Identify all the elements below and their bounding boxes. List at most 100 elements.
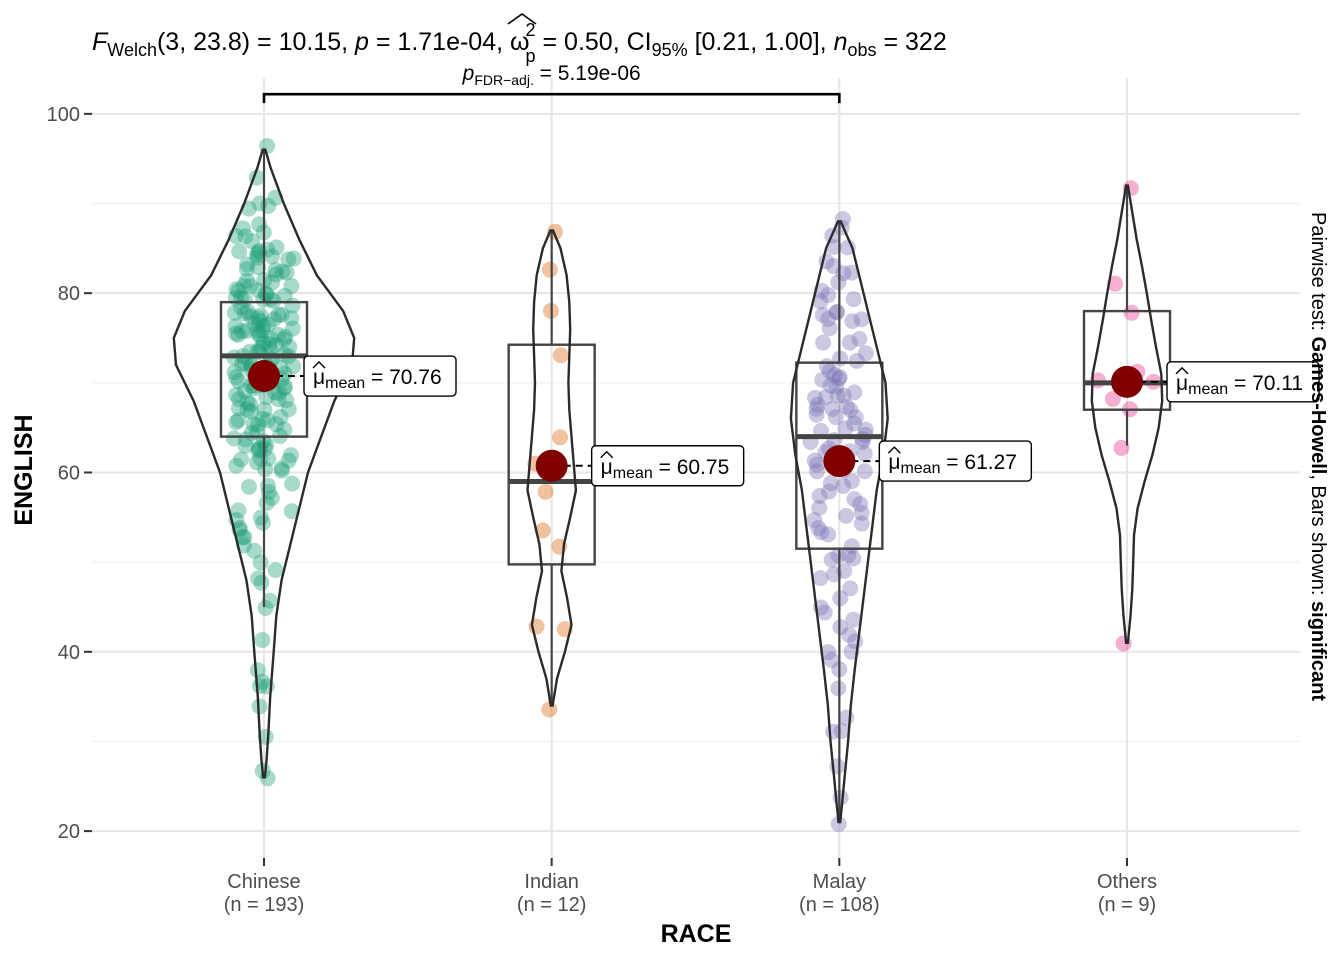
- data-point: [278, 392, 295, 409]
- y-tick-label: 40: [58, 642, 80, 664]
- data-point: [830, 370, 847, 387]
- x-tick-label-chinese: Chinese: [227, 871, 300, 893]
- data-point: [1107, 275, 1124, 292]
- x-axis: Chinese(n = 193)Indian(n = 12)Malay(n = …: [224, 858, 1157, 916]
- data-point: [239, 272, 256, 289]
- data-point: [234, 220, 251, 237]
- data-point: [277, 328, 294, 345]
- data-point: [249, 249, 266, 266]
- x-axis-title: RACE: [661, 920, 732, 948]
- data-point: [237, 228, 254, 245]
- data-point: [838, 398, 855, 415]
- data-point: [260, 197, 277, 214]
- data-point: [267, 262, 284, 279]
- mean-point: [823, 445, 856, 478]
- data-point: [258, 285, 275, 302]
- data-point: [270, 391, 287, 408]
- data-point: [813, 524, 830, 541]
- x-tick-label-others: Others: [1097, 871, 1157, 893]
- mean-label-box: [303, 355, 457, 397]
- data-point: [810, 520, 827, 537]
- data-point: [821, 363, 838, 380]
- violin-outline: [789, 220, 889, 824]
- data-point: [856, 445, 873, 462]
- data-point: [821, 483, 838, 500]
- data-point: [283, 310, 300, 327]
- mean-hat: [312, 361, 326, 369]
- groups-layer: μmean = 70.76 μmean = 60.75 μmean = 61.27 μ…: [172, 137, 1320, 833]
- data-point: [821, 320, 838, 337]
- data-point: [808, 400, 825, 417]
- mean-hat: [887, 446, 901, 454]
- data-point: [276, 365, 293, 382]
- data-point: [278, 264, 295, 281]
- mean-label: μmean = 70.76: [313, 366, 442, 392]
- data-point: [806, 452, 823, 469]
- data-point: [257, 461, 274, 478]
- data-point: [806, 512, 823, 529]
- data-point: [261, 592, 278, 609]
- data-point: [846, 415, 863, 432]
- data-point: [239, 394, 256, 411]
- data-point: [236, 529, 253, 546]
- data-point: [830, 816, 847, 833]
- data-point: [250, 310, 267, 327]
- data-point: [842, 401, 859, 418]
- data-point: [226, 364, 243, 381]
- data-point: [252, 307, 269, 324]
- data-point: [258, 495, 275, 512]
- data-point: [274, 263, 291, 280]
- data-point: [252, 554, 269, 571]
- data-point: [252, 328, 269, 345]
- data-point: [851, 330, 868, 347]
- data-point: [270, 306, 287, 323]
- omega-hat: [507, 13, 537, 25]
- x-tick-count-indian: (n = 12): [517, 894, 586, 916]
- data-point: [257, 728, 274, 745]
- data-point: [815, 334, 832, 351]
- y-tick-label: 80: [58, 283, 80, 305]
- data-point: [258, 436, 275, 453]
- data-point: [228, 386, 245, 403]
- data-point: [285, 358, 302, 375]
- data-point: [276, 421, 293, 438]
- data-point: [268, 336, 285, 353]
- data-point: [814, 307, 831, 324]
- data-point: [227, 325, 244, 342]
- comparison-bracket: pFDR−adj. = 5.19e-06: [262, 62, 841, 104]
- y-tick-label: 20: [58, 821, 80, 843]
- data-point: [835, 387, 852, 404]
- group-indian: μmean = 60.75: [507, 223, 745, 718]
- data-point: [236, 383, 253, 400]
- data-point: [283, 503, 300, 520]
- data-point: [280, 452, 297, 469]
- data-point: [259, 412, 276, 429]
- data-point: [273, 462, 290, 479]
- mean-point: [535, 449, 568, 482]
- data-point: [262, 330, 279, 347]
- data-point: [227, 318, 244, 335]
- data-point: [808, 456, 825, 473]
- mean-label: μmean = 61.27: [888, 451, 1017, 477]
- mean-point: [248, 360, 280, 393]
- data-point: [230, 502, 247, 519]
- data-point: [808, 406, 825, 423]
- data-point: [823, 651, 840, 668]
- mean-label: μmean = 70.11: [1176, 372, 1303, 398]
- y-tick-label: 100: [47, 104, 80, 126]
- data-point: [261, 336, 278, 353]
- data-point: [230, 373, 247, 390]
- data-point: [276, 380, 293, 397]
- y-axis: 20 40 60 80 100: [47, 104, 92, 843]
- data-point: [243, 308, 260, 325]
- data-point: [820, 287, 837, 304]
- data-point: [239, 401, 256, 418]
- data-point: [822, 475, 839, 492]
- y-tick-label: 60: [58, 462, 80, 484]
- data-point: [809, 463, 826, 480]
- bracket-label: pFDR−adj. = 5.19e-06: [462, 62, 641, 88]
- data-point: [285, 250, 302, 267]
- x-tick-count-others: (n = 9): [1098, 894, 1156, 916]
- data-point: [237, 431, 254, 448]
- data-point: [838, 507, 855, 524]
